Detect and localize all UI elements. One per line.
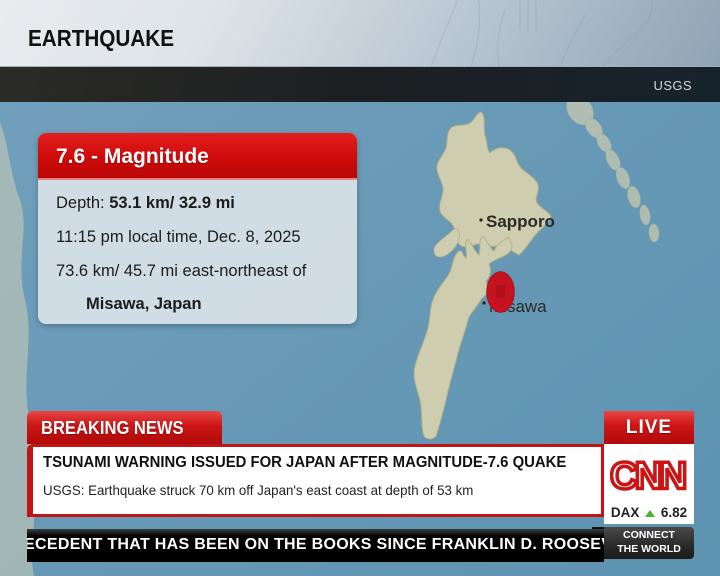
svg-text:Sapporo: Sapporo: [486, 212, 555, 231]
svg-text:CNN: CNN: [610, 455, 686, 498]
